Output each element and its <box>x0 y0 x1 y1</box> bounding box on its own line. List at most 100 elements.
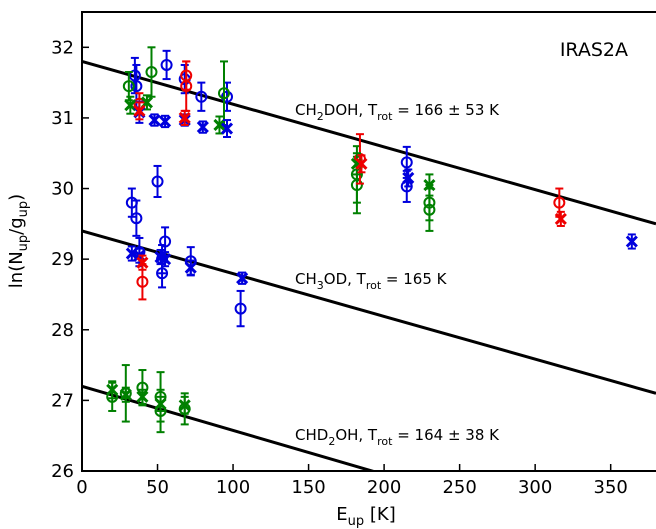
data-point-circle <box>122 71 135 102</box>
data-point-cross <box>159 251 172 268</box>
data-point-cross <box>196 120 209 134</box>
y-tick-label: 27 <box>51 390 74 411</box>
data-markers <box>106 46 638 434</box>
circle-marker <box>159 235 172 248</box>
fit-line-ch2doh <box>82 59 656 226</box>
data-point-cross <box>159 114 172 129</box>
data-point-cross <box>236 271 249 285</box>
data-point-cross <box>220 119 234 138</box>
fit-label-ch2doh: CH2DOH, Trot = 166 ± 53 K <box>295 101 500 123</box>
axis-ticks: 0 50 100 150 200 250 300 350 26 27 28 29 30 31 32 <box>51 37 628 498</box>
x-tick-label: 350 <box>594 477 628 498</box>
circle-marker <box>423 203 436 216</box>
cross-marker-stroke <box>159 115 172 128</box>
cross-marker-stroke <box>178 111 191 124</box>
data-point-cross <box>554 210 567 227</box>
circle-marker <box>217 87 230 100</box>
cross-marker-stroke <box>554 212 567 225</box>
data-point-cross <box>184 259 197 276</box>
data-point-cross <box>625 233 638 250</box>
data-point-cross <box>355 154 368 174</box>
data-point-circle <box>145 46 158 98</box>
plot-frame <box>81 11 656 472</box>
data-point-cross <box>402 168 415 188</box>
circle-marker <box>145 66 158 79</box>
cross-marker-stroke <box>154 250 167 264</box>
circle-marker <box>180 80 193 93</box>
x-tick-label: 250 <box>442 477 476 498</box>
data-point-circle <box>130 199 143 237</box>
cross-marker-stroke <box>133 104 146 117</box>
cross-marker-stroke <box>220 122 234 135</box>
x-tick-label: 50 <box>146 477 169 498</box>
circle-marker <box>122 80 135 93</box>
circle-marker <box>350 179 363 192</box>
cross-marker-stroke <box>423 178 436 192</box>
data-point-circle <box>128 56 141 95</box>
data-point-circle <box>160 49 173 81</box>
data-point-cross <box>136 254 149 271</box>
x-tick-label: 150 <box>291 477 325 498</box>
data-point-cross <box>350 152 363 176</box>
cross-marker-stroke <box>184 261 197 274</box>
data-point-cross <box>178 395 191 415</box>
panel-label: IRAS2A <box>560 39 628 61</box>
cross-marker-stroke <box>236 272 249 285</box>
circle-marker <box>130 80 143 93</box>
fit-label-ch3od: CH3OD, Trot = 165 K <box>295 270 448 292</box>
x-tick-label: 0 <box>76 477 87 498</box>
cross-marker-stroke <box>154 397 167 410</box>
circle-marker <box>156 267 169 280</box>
cross-marker-stroke <box>196 121 209 134</box>
data-point-cross <box>178 109 191 126</box>
data-point-cross <box>148 113 161 127</box>
cross-marker-stroke <box>178 399 191 412</box>
x-tick-label: 300 <box>518 477 552 498</box>
circle-marker <box>234 302 247 315</box>
fit-label-chd2oh: CHD2OH, Trot = 164 ± 38 K <box>295 426 500 448</box>
fit-line-chd2oh <box>82 384 378 471</box>
cross-marker-stroke <box>106 383 119 396</box>
y-tick-label: 32 <box>51 37 74 58</box>
y-tick-label: 31 <box>51 108 74 129</box>
circle-marker <box>151 175 164 188</box>
circle-marker <box>221 90 234 103</box>
cross-marker-stroke <box>213 118 226 132</box>
data-point-circle <box>151 164 164 199</box>
y-axis-title: ln(Nup/gup) <box>6 194 31 288</box>
cross-marker-stroke <box>625 235 638 248</box>
cross-marker-stroke <box>402 171 415 185</box>
circle-marker <box>400 156 413 169</box>
data-point-cross <box>119 386 132 403</box>
cross-marker-stroke <box>355 157 368 170</box>
data-point-cross <box>106 380 119 400</box>
y-tick-label: 30 <box>51 179 74 200</box>
y-tick-label: 28 <box>51 320 74 341</box>
x-tick-label: 200 <box>367 477 401 498</box>
circle-marker <box>130 212 143 225</box>
cross-marker-stroke <box>159 253 172 266</box>
cross-marker-stroke <box>136 390 149 403</box>
circle-marker <box>136 275 149 288</box>
cross-marker-stroke <box>124 99 137 112</box>
data-point-cross <box>136 388 149 405</box>
data-point-circle <box>195 81 208 112</box>
fit-line-ch3od <box>82 229 656 395</box>
x-axis-title: Eup [K] <box>336 504 395 529</box>
data-point-circle <box>180 60 193 112</box>
circle-marker <box>553 196 566 209</box>
data-point-cross <box>154 395 167 412</box>
data-point-cross <box>423 173 436 197</box>
cross-marker-stroke <box>350 157 363 170</box>
data-point-circle <box>234 289 247 328</box>
cross-marker-stroke <box>119 388 132 401</box>
data-point-cross <box>213 115 226 135</box>
circle-marker <box>160 58 173 71</box>
x-tick-label: 100 <box>216 477 250 498</box>
circle-marker <box>195 90 208 103</box>
cross-marker-stroke <box>148 113 161 127</box>
cross-marker-stroke <box>136 256 149 269</box>
y-tick-label: 26 <box>51 461 74 482</box>
y-tick-label: 29 <box>51 249 74 270</box>
